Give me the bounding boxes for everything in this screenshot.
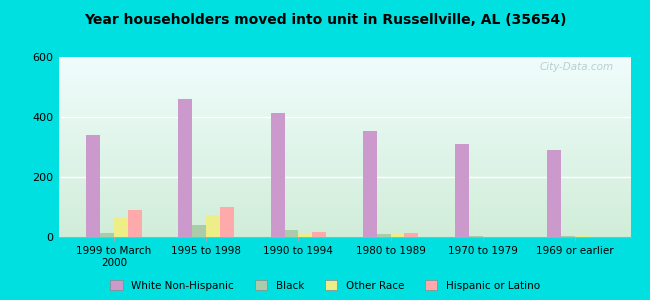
Bar (469, 236, 483, 237)
Bar (363, 130, 377, 237)
Bar (100, 233, 114, 237)
Bar (455, 144, 469, 237)
Bar (562, 236, 575, 237)
Bar (285, 230, 298, 237)
Bar (192, 225, 206, 237)
Text: City-Data.com: City-Data.com (540, 62, 614, 72)
Bar (86, 135, 100, 237)
Bar (547, 150, 562, 237)
Bar (220, 207, 234, 237)
Bar (377, 234, 391, 237)
Bar (312, 232, 326, 237)
Bar (270, 112, 285, 237)
Bar (575, 235, 589, 237)
Legend: White Non-Hispanic, Black, Other Race, Hispanic or Latino: White Non-Hispanic, Black, Other Race, H… (106, 276, 544, 295)
Text: Year householders moved into unit in Russellville, AL (35654): Year householders moved into unit in Rus… (84, 14, 566, 28)
Bar (206, 215, 220, 237)
Bar (391, 234, 404, 237)
Bar (114, 218, 127, 237)
Bar (127, 210, 142, 237)
Bar (404, 233, 419, 237)
Bar (298, 234, 312, 237)
Bar (179, 99, 192, 237)
